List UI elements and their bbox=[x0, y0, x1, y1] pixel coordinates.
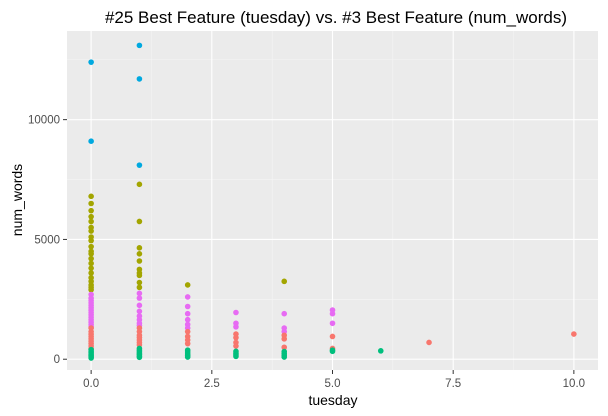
data-point bbox=[88, 207, 94, 214]
data-point bbox=[88, 193, 94, 200]
x-tick-label: 2.5 bbox=[204, 378, 220, 390]
chart-title: #25 Best Feature (tuesday) vs. #3 Best F… bbox=[105, 8, 567, 27]
data-point bbox=[233, 353, 239, 360]
data-point bbox=[233, 324, 239, 330]
data-point bbox=[88, 218, 94, 225]
y-tick-label: 5000 bbox=[34, 234, 60, 246]
data-point bbox=[136, 258, 143, 264]
data-point bbox=[281, 336, 288, 342]
data-point bbox=[88, 260, 94, 267]
data-point bbox=[136, 218, 143, 225]
y-axis-title: num_words bbox=[9, 164, 25, 236]
x-axis-title: tuesday bbox=[308, 392, 357, 408]
data-point bbox=[88, 270, 94, 276]
data-point bbox=[184, 328, 191, 335]
data-points bbox=[88, 42, 577, 361]
data-point bbox=[571, 331, 577, 337]
data-point bbox=[88, 251, 94, 257]
y-axis: 0 5000 10000 bbox=[28, 115, 67, 366]
data-point bbox=[329, 320, 336, 327]
data-point bbox=[88, 286, 94, 293]
data-point bbox=[184, 310, 191, 317]
data-point bbox=[136, 354, 143, 361]
data-point bbox=[136, 284, 143, 291]
data-point bbox=[329, 310, 336, 317]
data-point bbox=[136, 272, 143, 279]
data-point bbox=[136, 290, 143, 297]
data-point bbox=[136, 76, 143, 82]
data-point bbox=[88, 355, 94, 361]
x-axis: 0.0 2.5 5.0 7.5 10.0 bbox=[83, 370, 585, 390]
data-point bbox=[281, 310, 288, 317]
x-tick-label: 0.0 bbox=[83, 378, 99, 390]
data-point bbox=[281, 344, 288, 351]
data-point bbox=[136, 181, 143, 188]
data-point bbox=[88, 59, 94, 65]
x-tick-label: 7.5 bbox=[445, 378, 461, 390]
data-point bbox=[136, 279, 143, 286]
data-point bbox=[233, 343, 239, 349]
series-3 bbox=[88, 325, 577, 352]
data-point bbox=[233, 334, 239, 341]
data-point bbox=[377, 348, 384, 354]
data-point bbox=[184, 316, 191, 323]
data-point bbox=[136, 295, 143, 301]
data-point bbox=[184, 354, 191, 360]
data-point bbox=[184, 340, 191, 347]
data-point bbox=[88, 138, 94, 145]
y-tick-label: 0 bbox=[54, 354, 60, 366]
data-point bbox=[88, 213, 94, 220]
data-point bbox=[88, 237, 94, 244]
series-4 bbox=[88, 345, 384, 361]
data-point bbox=[136, 308, 143, 315]
series-0 bbox=[88, 42, 143, 168]
data-point bbox=[136, 251, 143, 257]
data-point bbox=[281, 278, 288, 285]
x-tick-label: 5.0 bbox=[325, 378, 341, 390]
data-point bbox=[136, 245, 143, 251]
data-point bbox=[184, 294, 191, 300]
data-point bbox=[184, 282, 191, 288]
data-point bbox=[136, 302, 143, 309]
data-point bbox=[426, 339, 432, 346]
data-point bbox=[329, 333, 336, 340]
data-point bbox=[281, 354, 288, 360]
data-point bbox=[136, 162, 143, 168]
y-tick-label: 10000 bbox=[28, 115, 60, 127]
data-point bbox=[88, 228, 94, 234]
series-1 bbox=[88, 181, 288, 293]
data-point bbox=[88, 243, 94, 250]
data-point bbox=[136, 42, 143, 49]
data-point bbox=[88, 200, 94, 207]
data-point bbox=[329, 348, 336, 355]
data-point bbox=[88, 265, 94, 271]
data-point bbox=[88, 255, 94, 262]
data-point bbox=[233, 309, 239, 316]
data-point bbox=[184, 303, 191, 310]
x-tick-label: 10.0 bbox=[563, 378, 585, 390]
